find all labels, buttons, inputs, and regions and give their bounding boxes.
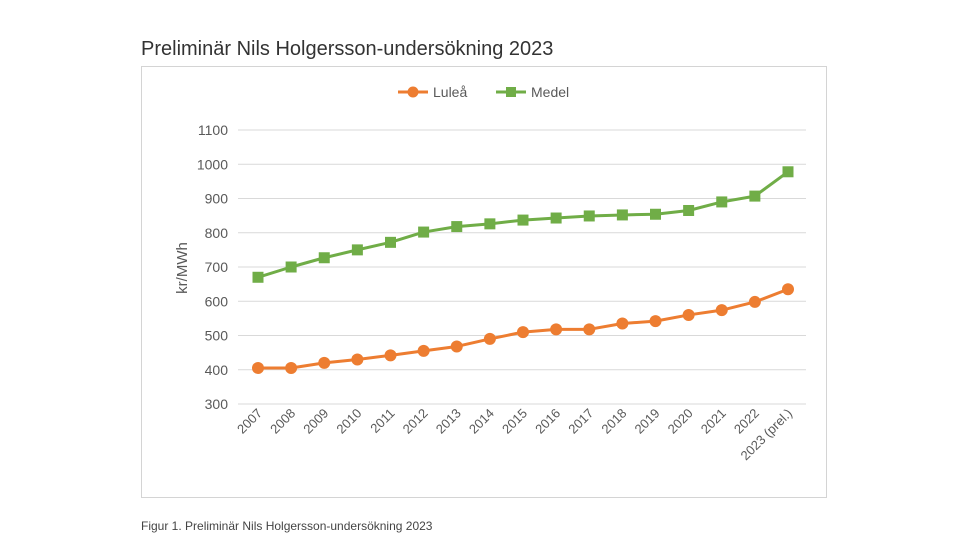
data-point <box>483 332 496 345</box>
data-point <box>649 315 662 328</box>
data-point <box>749 190 761 202</box>
data-point <box>683 204 695 216</box>
data-point <box>318 356 331 369</box>
data-point <box>583 210 595 222</box>
x-tick-label: 2009 <box>300 406 331 437</box>
legend: Luleå Medel <box>398 84 569 100</box>
legend-marker <box>407 86 419 98</box>
legend-marker <box>506 87 516 97</box>
data-point <box>318 252 330 264</box>
x-tick-label: 2019 <box>632 406 663 437</box>
x-tick-label: 2017 <box>565 406 596 437</box>
y-axis-ticks: 300 400 500 600 700 800 900 1000 1100 <box>197 122 228 412</box>
x-tick-label: 2008 <box>267 406 298 437</box>
x-tick-label: 2013 <box>433 406 464 437</box>
y-axis-label: kr/MWh <box>174 242 191 294</box>
data-point <box>782 166 794 178</box>
y-tick-label: 900 <box>205 191 229 207</box>
data-point <box>748 295 761 308</box>
y-tick-label: 700 <box>205 259 229 275</box>
data-point <box>550 323 563 336</box>
x-tick-label: 2011 <box>367 406 397 436</box>
data-point <box>351 353 364 366</box>
data-point <box>285 362 298 375</box>
x-tick-label: 2012 <box>400 406 431 437</box>
data-point <box>252 271 264 283</box>
y-tick-label: 1100 <box>198 122 228 138</box>
figure-caption: Figur 1. Preliminär Nils Holgersson-unde… <box>141 519 433 533</box>
legend-label: Medel <box>531 84 569 100</box>
legend-item-medel: Medel <box>496 84 569 100</box>
x-tick-label: 2010 <box>333 406 364 437</box>
chart-frame <box>141 66 827 498</box>
page-title: Preliminär Nils Holgersson-undersökning … <box>141 38 554 60</box>
data-point <box>550 212 562 224</box>
data-point <box>616 209 628 221</box>
data-point <box>484 218 496 230</box>
data-point <box>782 283 794 296</box>
x-tick-label: 2014 <box>466 406 497 437</box>
data-point <box>418 226 430 238</box>
legend-item-luleå: Luleå <box>398 84 467 100</box>
data-point <box>450 340 463 353</box>
y-tick-label: 1000 <box>197 156 228 172</box>
y-tick-label: 400 <box>205 362 229 378</box>
data-point <box>583 323 596 336</box>
series-luleå <box>252 283 794 375</box>
data-point <box>517 214 529 226</box>
data-point <box>517 326 529 339</box>
y-tick-label: 300 <box>205 396 229 412</box>
y-tick-label: 600 <box>205 293 229 309</box>
x-tick-label: 2020 <box>665 406 696 437</box>
x-tick-label: 2018 <box>598 406 629 437</box>
x-axis-ticks: 2007 2008 2009 2010 2011 2012 2013 2014 2015 2016… <box>234 406 795 464</box>
data-point <box>682 308 695 321</box>
data-point <box>285 261 297 273</box>
x-tick-label: 2016 <box>532 406 563 437</box>
series-medel <box>252 166 794 283</box>
data-point <box>716 196 728 208</box>
series-layer <box>252 166 794 375</box>
y-tick-label: 800 <box>205 225 229 241</box>
data-point <box>650 208 661 220</box>
legend-label: Luleå <box>433 84 467 100</box>
data-point <box>715 304 728 317</box>
data-point <box>417 344 430 357</box>
y-tick-label: 500 <box>205 328 229 344</box>
data-point <box>351 244 363 256</box>
x-tick-label: 2007 <box>234 406 265 437</box>
data-point <box>385 236 396 248</box>
data-point <box>451 221 463 233</box>
data-point <box>384 349 397 362</box>
data-point <box>252 362 264 375</box>
x-tick-label: 2015 <box>499 406 530 437</box>
data-point <box>616 317 629 330</box>
x-tick-label: 2021 <box>698 406 729 437</box>
